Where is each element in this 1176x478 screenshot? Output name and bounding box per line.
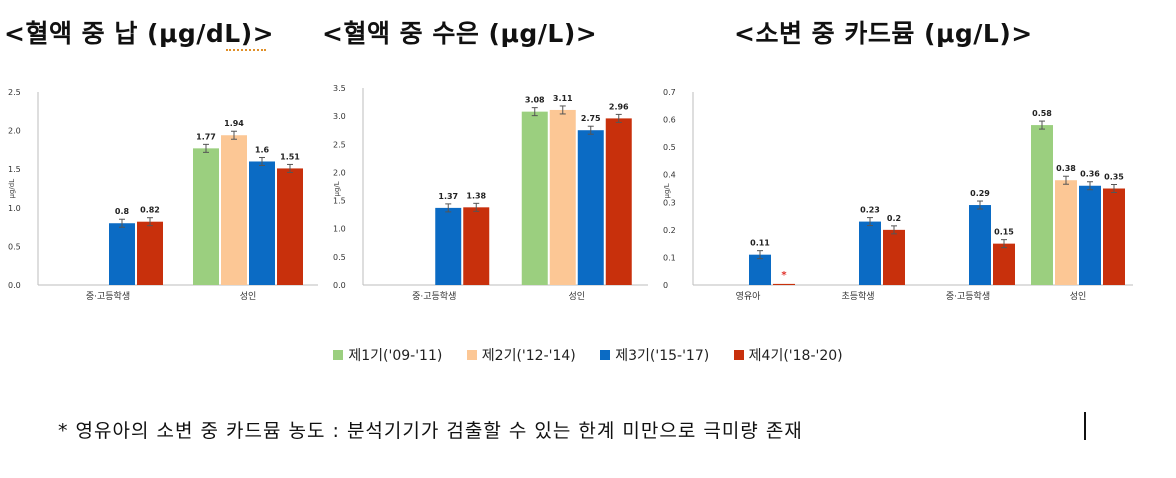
legend-label-1: 제1기('09-'11): [348, 348, 443, 364]
data-label: 0.2: [887, 214, 901, 223]
x-tick-label: 중·고등학생: [412, 291, 456, 302]
data-label: 0.58: [1032, 109, 1052, 118]
bar: [605, 118, 632, 285]
y-tick-label: 3.0: [333, 112, 346, 121]
y-tick-label: 0.1: [663, 253, 676, 262]
y-tick-label: 0: [663, 281, 668, 290]
x-tick-label: 중·고등학생: [86, 291, 130, 302]
y-tick-label: 2.0: [8, 127, 21, 136]
spellcheck-underline: [226, 46, 266, 51]
legend-label-4: 제4기('18-'20): [748, 348, 843, 364]
y-tick-label: 0.4: [663, 171, 676, 180]
x-tick-label: 성인: [1070, 291, 1087, 302]
y-tick-label: 0.7: [663, 88, 676, 97]
bar: [1031, 125, 1053, 285]
bar: [435, 207, 462, 285]
data-label: 3.11: [553, 94, 573, 103]
data-label: 2.75: [581, 114, 601, 123]
data-label: 0.23: [860, 206, 880, 215]
footnote: * 영유아의 소변 중 카드뮴 농도 : 분석기기가 검출할 수 있는 한계 미…: [58, 420, 803, 442]
data-label: 2.96: [609, 102, 629, 111]
y-tick-label: 0.6: [663, 116, 676, 125]
legend: 제1기('09-'11) 제2기('12-'14) 제3기('15-'17) 제…: [0, 345, 1176, 365]
data-label: 1.6: [255, 145, 270, 154]
y-tick-label: 1.5: [333, 197, 346, 206]
y-tick-label: 0.2: [663, 226, 676, 235]
y-axis-label: μg/dL: [8, 179, 16, 199]
x-tick-label: 성인: [240, 291, 257, 302]
data-label: *: [781, 270, 787, 281]
bar: [549, 109, 576, 285]
data-label: 0.29: [970, 189, 990, 198]
bar: [993, 243, 1015, 285]
bar: [221, 135, 247, 285]
legend-swatch-1: [333, 350, 344, 360]
bar: [859, 221, 881, 285]
legend-item-period-1: 제1기('09-'11): [333, 345, 442, 365]
data-label: 1.94: [224, 119, 244, 128]
data-label: 1.38: [466, 191, 486, 200]
y-tick-label: 0.5: [663, 143, 676, 152]
y-tick-label: 2.5: [333, 140, 346, 149]
y-tick-label: 0.5: [333, 253, 346, 262]
y-tick-label: 0.5: [8, 242, 21, 251]
legend-label-2: 제2기('12-'14): [481, 348, 576, 364]
data-label: 0.35: [1104, 173, 1124, 182]
data-label: 1.37: [438, 192, 458, 201]
y-tick-label: 0.0: [333, 281, 346, 290]
chart-title-lead: <혈액 중 납 (μg/dL)>: [4, 19, 275, 48]
y-axis-label: μg/L: [333, 181, 341, 196]
data-label: 0.82: [140, 206, 160, 215]
bar: [773, 283, 795, 285]
x-tick-label: 초등학생: [841, 291, 874, 302]
data-label: 0.8: [115, 207, 130, 216]
data-label: 3.08: [525, 96, 545, 105]
data-label: 0.36: [1080, 170, 1100, 179]
x-tick-label: 중·고등학생: [946, 291, 990, 302]
bar: [463, 207, 490, 285]
bar: [137, 221, 163, 285]
legend-swatch-3: [600, 350, 611, 360]
legend-item-period-4: 제4기('18-'20): [733, 345, 843, 365]
bar: [883, 229, 905, 285]
y-tick-label: 0.0: [8, 281, 21, 290]
x-tick-label: 성인: [568, 291, 585, 302]
bar: [521, 111, 548, 285]
bar: [109, 223, 135, 285]
legend-swatch-4: [733, 350, 744, 360]
text-cursor: [1084, 412, 1086, 440]
bar: [193, 148, 219, 285]
x-tick-label: 영유아: [736, 291, 762, 302]
y-tick-label: 1.0: [333, 225, 346, 234]
chart-lead: 0.0 0.5 1.0 1.5 2.0 2.5 μg/dL 0.8 0.82 중·고등학생 1.77…: [8, 88, 318, 302]
data-label: 0.15: [994, 228, 1014, 237]
data-label: 0.11: [750, 239, 770, 248]
y-tick-label: 2.5: [8, 88, 21, 97]
y-tick-label: 2.0: [333, 168, 346, 177]
bar: [969, 205, 991, 285]
y-tick-label: 1.0: [8, 204, 21, 213]
data-label: 1.77: [196, 132, 216, 141]
legend-item-period-3: 제3기('15-'17): [600, 345, 709, 365]
bar: [749, 254, 771, 285]
data-label: 1.51: [280, 152, 300, 161]
legend-label-3: 제3기('15-'17): [615, 348, 710, 364]
bar: [1079, 185, 1101, 285]
y-tick-label: 1.5: [8, 165, 21, 174]
y-axis-label: μg/L: [663, 183, 671, 198]
chart-title-mercury: <혈액 중 수은 (μg/L)>: [322, 19, 598, 48]
chart-title-cadmium: <소변 중 카드뮴 (μg/L)>: [734, 19, 1033, 48]
y-tick-label: 3.5: [333, 84, 346, 93]
legend-swatch-2: [466, 350, 477, 360]
legend-item-period-2: 제2기('12-'14): [466, 345, 576, 365]
bar: [577, 130, 604, 285]
chart-cadmium: 0 0.1 0.2 0.3 0.4 0.5 0.6 0.7 μg/L 0.11 * 영유아 0.23 0.…: [663, 88, 1133, 302]
bar: [249, 161, 275, 285]
chart-mercury: 0.0 0.5 1.0 1.5 2.0 2.5 3.0 3.5 μg/L 1.37 1.38 중·고등…: [333, 84, 648, 302]
bar: [1103, 188, 1125, 285]
bar: [1055, 180, 1077, 285]
bar: [277, 168, 303, 285]
y-tick-label: 0.3: [663, 198, 676, 207]
data-label: 0.38: [1056, 164, 1076, 173]
